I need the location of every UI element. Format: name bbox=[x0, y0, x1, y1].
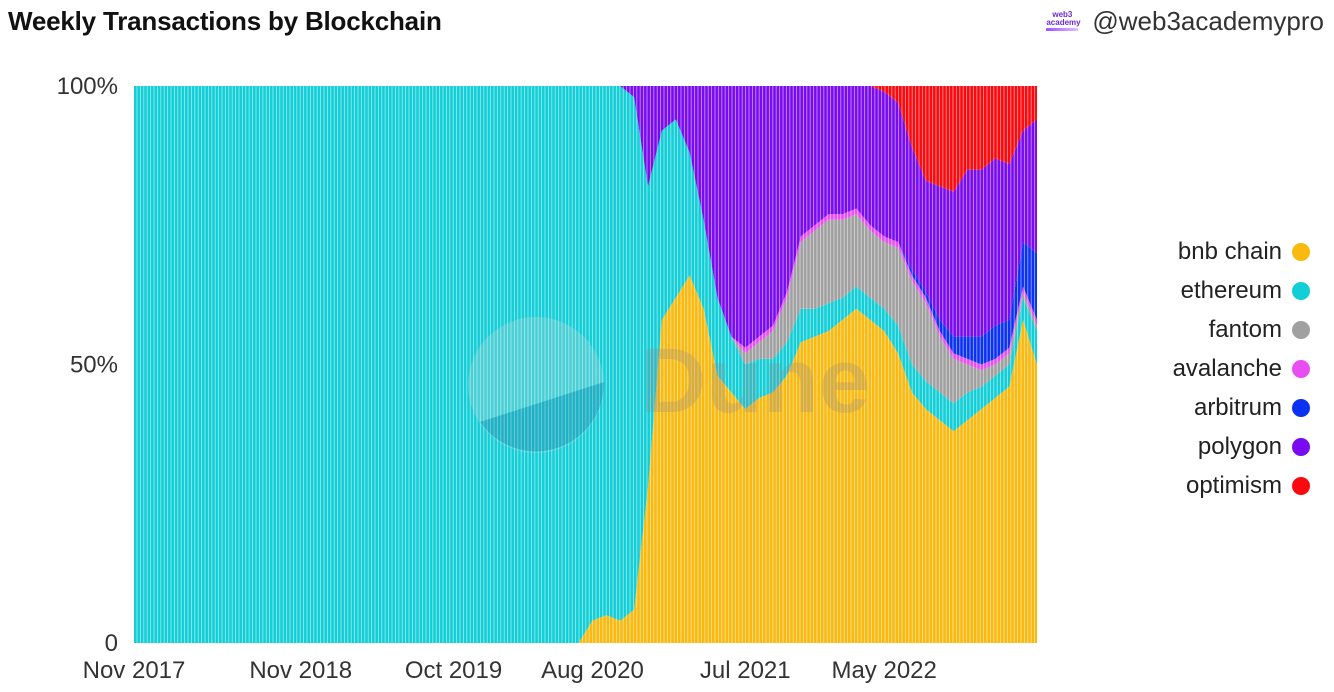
legend-label: arbitrum bbox=[1193, 393, 1282, 421]
legend-dot-icon bbox=[1292, 242, 1310, 261]
x-tick-label: Nov 2017 bbox=[83, 657, 186, 684]
logo-bar bbox=[1046, 27, 1079, 31]
legend-item-bnb-chain[interactable]: bnb chain bbox=[1120, 232, 1310, 271]
legend-item-fantom[interactable]: fantom bbox=[1120, 310, 1310, 349]
legend-item-optimism[interactable]: optimism bbox=[1120, 466, 1310, 505]
legend-item-arbitrum[interactable]: arbitrum bbox=[1120, 388, 1310, 427]
x-tick-label: Aug 2020 bbox=[541, 657, 644, 684]
chart-title: Weekly Transactions by Blockchain bbox=[8, 6, 442, 36]
legend-dot-icon bbox=[1292, 476, 1310, 495]
dune-logo-accent bbox=[480, 382, 605, 452]
legend-dot-icon bbox=[1292, 359, 1310, 378]
area-bnb-chain bbox=[134, 275, 1037, 643]
area-optimism bbox=[134, 86, 1037, 192]
legend-dot-icon bbox=[1292, 320, 1310, 339]
dune-watermark: Dune bbox=[468, 317, 870, 453]
y-tick-label: 0 bbox=[105, 630, 118, 657]
logo-text-top: web3 bbox=[1052, 9, 1073, 19]
legend-dot-icon bbox=[1292, 281, 1310, 300]
dune-logo-icon bbox=[468, 317, 604, 453]
legend: bnb chain ethereum fantom avalanche arbitrum… bbox=[1120, 232, 1310, 505]
legend-label: avalanche bbox=[1172, 354, 1282, 382]
y-tick-label: 100% bbox=[57, 73, 118, 100]
area-arbitrum bbox=[134, 86, 1037, 365]
legend-label: bnb chain bbox=[1177, 237, 1282, 265]
web3academy-logo-icon: web3 academy bbox=[1046, 9, 1081, 33]
legend-label: optimism bbox=[1185, 471, 1282, 499]
x-tick-label: Nov 2018 bbox=[249, 657, 352, 684]
legend-item-polygon[interactable]: polygon bbox=[1120, 427, 1310, 466]
legend-label: fantom bbox=[1208, 315, 1282, 343]
brand: web3 academy @web3academypro bbox=[1046, 6, 1324, 37]
legend-label: polygon bbox=[1197, 432, 1282, 460]
x-tick-label: May 2022 bbox=[831, 657, 936, 684]
author-handle: @web3academypro bbox=[1092, 6, 1324, 36]
logo-text-bottom: academy bbox=[1046, 17, 1081, 27]
legend-dot-icon bbox=[1292, 398, 1310, 417]
watermark-text: Dune bbox=[640, 330, 870, 432]
y-tick-label: 50% bbox=[70, 352, 118, 379]
area-fantom bbox=[134, 86, 1037, 404]
legend-item-avalanche[interactable]: avalanche bbox=[1120, 349, 1310, 388]
legend-label: ethereum bbox=[1180, 276, 1282, 304]
x-axis: Nov 2017 Nov 2018 Oct 2019 Aug 2020 Jul 2021… bbox=[83, 657, 937, 684]
x-tick-label: Jul 2021 bbox=[700, 657, 791, 684]
area-polygon bbox=[134, 86, 1037, 348]
y-axis: 0 50% 100% bbox=[57, 73, 118, 657]
legend-dot-icon bbox=[1292, 437, 1310, 456]
legend-item-ethereum[interactable]: ethereum bbox=[1120, 271, 1310, 310]
x-tick-label: Oct 2019 bbox=[405, 657, 502, 684]
weekly-bar-separators bbox=[136, 86, 1036, 643]
